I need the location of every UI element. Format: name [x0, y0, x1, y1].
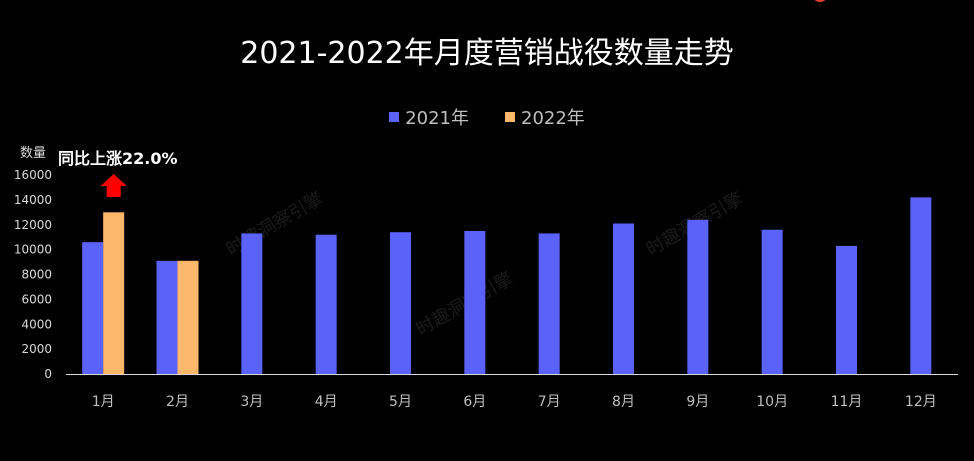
bar-2022 [103, 212, 125, 374]
legend-item-2022: 2022年 [505, 104, 585, 130]
y-tick-label: 12000 [14, 218, 52, 232]
bar-2021 [464, 230, 486, 374]
bar-2021 [687, 219, 709, 374]
y-tick-label: 14000 [14, 193, 52, 207]
bar-2021 [910, 197, 932, 374]
y-tick-label: 16000 [14, 168, 52, 182]
legend-label-2021: 2021年 [405, 108, 469, 129]
legend-item-2021: 2021年 [389, 104, 469, 130]
x-tick-label: 11月 [831, 394, 863, 410]
bar-2021 [390, 232, 411, 374]
bar-2021 [613, 223, 634, 374]
x-tick-label: 7月 [538, 394, 561, 410]
x-tick-label: 2月 [166, 394, 189, 410]
up-arrow-icon [100, 174, 127, 197]
y-tick-label: 2000 [21, 342, 52, 356]
y-tick-label: 4000 [21, 317, 52, 331]
x-tick-label: 4月 [315, 394, 338, 410]
legend-swatch-2021 [389, 112, 400, 122]
bar-2021 [761, 229, 783, 374]
y-tick-label: 6000 [21, 292, 52, 306]
bar-2022 [177, 260, 199, 374]
legend-label-2022: 2022年 [521, 108, 585, 129]
x-tick-label: 8月 [612, 394, 635, 410]
x-tick-label: 3月 [240, 394, 263, 410]
x-tick-label: 1月 [92, 394, 115, 410]
x-tick-label: 9月 [686, 394, 709, 410]
bar-2021 [315, 234, 337, 374]
growth-annotation: 同比上涨22.0% [58, 149, 178, 168]
y-tick-label: 8000 [21, 268, 52, 282]
x-tick-label: 12月 [905, 394, 937, 410]
bar-2021 [82, 242, 104, 374]
chart-title: 2021-2022年月度营销战役数量走势 [240, 36, 734, 71]
x-tick-label: 10月 [756, 394, 788, 410]
x-tick-label: 5月 [389, 394, 412, 410]
bar-2021 [836, 245, 857, 374]
bar-2021 [156, 260, 178, 374]
legend-swatch-2022 [505, 112, 515, 122]
corner-decoration [812, 0, 828, 2]
y-tick-label: 10000 [14, 243, 52, 257]
y-tick-label: 0 [44, 367, 52, 381]
chart-legend: 2021年 2022年 [0, 104, 974, 130]
bar-2021 [538, 233, 560, 374]
bar-2021 [241, 233, 263, 374]
y-axis-label: 数量 [20, 146, 47, 161]
x-tick-label: 6月 [463, 394, 486, 410]
